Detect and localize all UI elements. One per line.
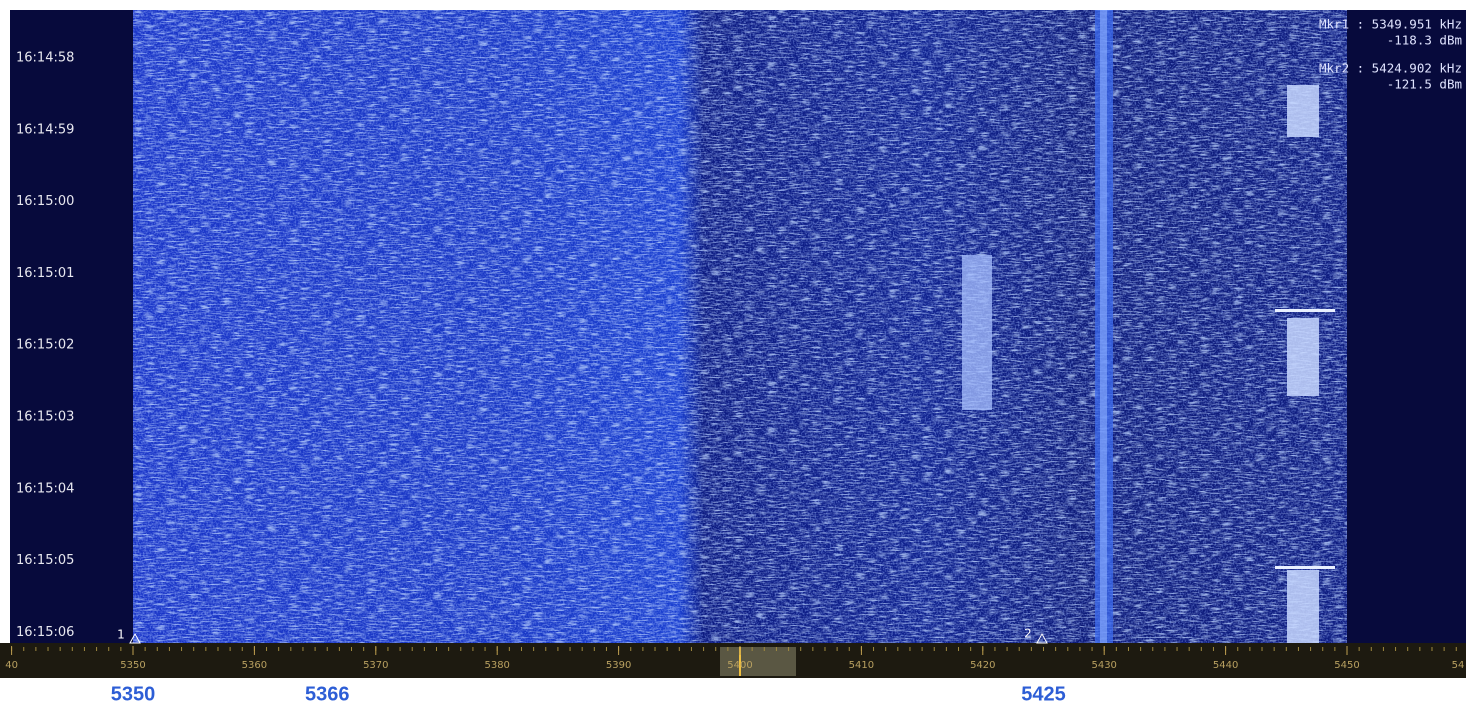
time-label: 16:15:04 [16, 481, 74, 496]
marker-flag: 2 [1024, 627, 1032, 641]
marker-level: -121.5 dBm [1387, 77, 1462, 92]
signal-burst [1287, 570, 1319, 643]
signal-line [1275, 309, 1335, 312]
signal-burst [1287, 85, 1319, 137]
frequency-label: 5430 [1091, 660, 1116, 671]
time-label: 16:14:58 [16, 51, 74, 66]
frequency-annotation: 5350 [111, 683, 156, 705]
frequency-label: 5450 [1334, 660, 1359, 671]
carrier-core [1100, 10, 1107, 643]
frequency-label: 5400 [727, 660, 752, 671]
signal-line [1275, 566, 1335, 569]
marker-triangle [1036, 632, 1048, 644]
marker-level: -118.3 dBm [1387, 33, 1462, 48]
frequency-label: 40 [5, 660, 18, 671]
time-label: 16:15:00 [16, 194, 74, 209]
time-label: 16:15:02 [16, 338, 74, 353]
waterfall-speckle [133, 10, 1347, 643]
frequency-label: 5390 [606, 660, 631, 671]
frequency-label: 5360 [242, 660, 267, 671]
frequency-ticks: 40 5350 5360 5370 5380 5390 5400 5410 5420 5430 54… [5, 646, 1465, 671]
marker-readouts: Mkr1 : 5349.951 kHz-118.3 dBm Mkr2 : 5424… [1319, 17, 1462, 92]
time-label: 16:14:59 [16, 122, 74, 137]
frequency-label: 5410 [849, 660, 874, 671]
right-panel [1347, 10, 1466, 643]
frequency-label: 5350 [120, 660, 145, 671]
frequency-annotation: 5366 [305, 683, 350, 705]
time-label: 16:15:05 [16, 553, 74, 568]
tuning-window[interactable] [720, 647, 796, 676]
frequency-label: 5380 [484, 660, 509, 671]
signal-burst [1287, 318, 1319, 396]
frequency-annotation: 5425 [1021, 683, 1066, 705]
marker-readout: Mkr2 : 5424.902 kHz [1319, 61, 1462, 76]
time-label: 16:15:06 [16, 625, 74, 640]
time-labels: 16:14:58 16:14:59 16:15:00 16:15:01 16:15:02… [16, 51, 74, 640]
marker-flag: 1 [117, 628, 125, 642]
signal-burst [962, 255, 992, 410]
frequency-label: 5370 [363, 660, 388, 671]
frequency-label: 5420 [970, 660, 995, 671]
marker-readout: Mkr1 : 5349.951 kHz [1319, 17, 1462, 32]
frequency-label: 5440 [1213, 660, 1238, 671]
time-label: 16:15:01 [16, 266, 74, 281]
marker-triangle [129, 632, 141, 644]
time-label: 16:15:03 [16, 410, 74, 425]
frequency-label: 54 [1452, 660, 1465, 671]
annotations: 5350 5366 5425 [111, 683, 1066, 705]
